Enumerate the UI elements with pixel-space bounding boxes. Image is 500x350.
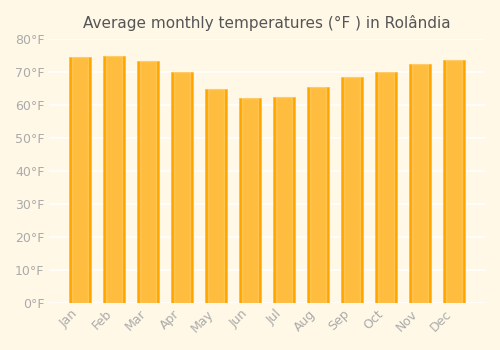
Bar bbox=[375, 72, 397, 303]
Bar bbox=[103, 56, 126, 303]
Bar bbox=[341, 77, 363, 303]
Bar bbox=[378, 72, 394, 303]
Bar bbox=[72, 57, 88, 303]
Bar bbox=[412, 64, 428, 303]
Bar bbox=[205, 89, 227, 303]
Bar bbox=[140, 61, 156, 303]
Bar bbox=[276, 97, 292, 303]
Bar bbox=[273, 97, 295, 303]
Bar bbox=[446, 60, 462, 303]
Bar bbox=[443, 60, 465, 303]
Bar bbox=[106, 56, 122, 303]
Bar bbox=[174, 72, 190, 303]
Bar bbox=[242, 98, 258, 303]
Bar bbox=[239, 98, 261, 303]
Bar bbox=[171, 72, 193, 303]
Bar bbox=[208, 89, 224, 303]
Bar bbox=[69, 57, 92, 303]
Bar bbox=[307, 87, 329, 303]
Bar bbox=[344, 77, 360, 303]
Bar bbox=[409, 64, 431, 303]
Bar bbox=[137, 61, 159, 303]
Bar bbox=[310, 87, 326, 303]
Title: Average monthly temperatures (°F ) in Rolândia: Average monthly temperatures (°F ) in Ro… bbox=[84, 15, 451, 31]
